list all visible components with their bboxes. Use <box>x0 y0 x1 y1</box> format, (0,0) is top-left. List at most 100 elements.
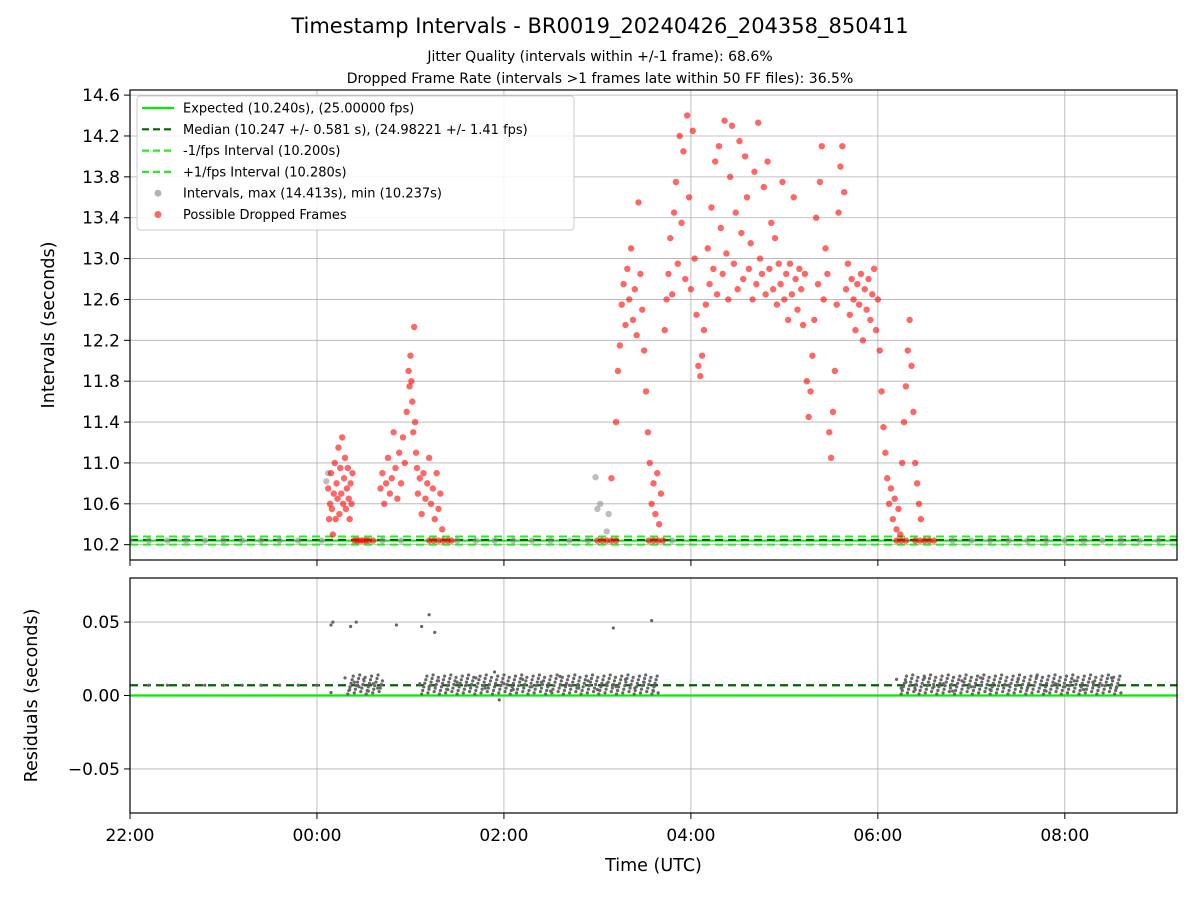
residual-point <box>1072 690 1076 694</box>
residual-point <box>978 687 982 691</box>
residual-point <box>993 674 997 678</box>
y-tick-label: 14.6 <box>82 86 120 106</box>
dropped-frame-point <box>910 408 917 416</box>
dropped-frame-point <box>642 388 650 395</box>
dropped-frame-point <box>766 265 773 273</box>
residual-point <box>462 687 466 691</box>
residual-point <box>1022 679 1026 683</box>
residual-point <box>1035 674 1039 679</box>
dropped-frame-point <box>663 296 670 303</box>
residual-point <box>1059 692 1063 696</box>
residual-point <box>1058 675 1062 679</box>
residual-point <box>547 681 551 685</box>
dropped-frame-point <box>818 142 825 150</box>
residual-point <box>980 680 984 684</box>
dropped-frame-point <box>814 280 822 288</box>
dropped-frame-point <box>405 367 412 375</box>
residual-point <box>977 691 981 695</box>
residual-point <box>1000 673 1004 677</box>
dropped-frame-point <box>749 296 756 303</box>
residual-point <box>346 692 350 696</box>
residual-point <box>539 680 543 684</box>
interval-point <box>257 537 265 544</box>
dropped-frame-point <box>715 142 723 150</box>
residual-point <box>904 674 909 678</box>
dropped-frame-point <box>747 240 754 247</box>
residual-point <box>927 676 932 681</box>
dropped-frame-point <box>725 296 732 303</box>
residual-point <box>72 684 75 687</box>
residual-point <box>552 684 556 688</box>
residual-point <box>947 690 951 694</box>
residual-point <box>910 676 914 681</box>
dropped-frame-point <box>820 296 827 303</box>
residual-point <box>444 691 448 695</box>
dropped-frame-point <box>841 188 848 196</box>
residual-point <box>442 674 447 678</box>
residual-point <box>364 692 368 696</box>
residual-point <box>994 691 999 695</box>
residual-point <box>523 682 527 687</box>
residual-point <box>648 679 652 683</box>
dropped-frame-point <box>640 347 648 354</box>
interval-point <box>379 537 386 544</box>
dropped-frame-point <box>401 459 409 467</box>
residual-point <box>979 676 983 680</box>
dropped-frame-point <box>667 234 674 242</box>
dropped-frame-point <box>837 163 844 170</box>
dropped-frame-point <box>831 367 839 375</box>
residual-point <box>446 684 450 688</box>
dropped-frame-point <box>844 260 852 267</box>
residual-point <box>425 674 429 678</box>
interval-point <box>1080 537 1087 544</box>
residual-point <box>366 689 370 693</box>
residual-point <box>545 688 549 693</box>
dropped-frame-point <box>902 383 910 390</box>
residual-point <box>599 685 603 689</box>
dropped-frame-point <box>711 158 719 165</box>
residual-point <box>556 690 560 694</box>
residual-point <box>366 685 370 689</box>
residual-point <box>1024 692 1028 696</box>
chart-subtitle-dropped: Dropped Frame Rate (intervals >1 frames … <box>346 71 854 87</box>
dropped-frame-point <box>902 537 910 544</box>
residual-point <box>514 691 519 695</box>
residual-point <box>555 673 559 677</box>
residual-point <box>615 688 620 693</box>
residual-point <box>928 673 933 677</box>
dropped-frame-point <box>816 178 824 186</box>
residual-point <box>360 686 364 690</box>
residual-point <box>1119 691 1123 695</box>
dropped-frame-point <box>409 398 416 405</box>
dropped-frame-point <box>655 521 663 528</box>
residual-point <box>1083 691 1087 695</box>
residual-point <box>329 623 333 627</box>
residual-point <box>997 680 1001 684</box>
dropped-frame-point <box>326 500 334 508</box>
dropped-frame-point <box>760 183 768 191</box>
residual-point <box>438 688 443 693</box>
residual-point <box>460 674 464 678</box>
residual-point <box>349 681 353 685</box>
dropped-frame-point <box>661 326 668 334</box>
plot-area <box>130 112 1177 546</box>
residual-point <box>598 688 602 693</box>
interval-point <box>397 537 405 544</box>
dropped-frame-point <box>738 229 745 237</box>
dropped-frame-point <box>695 362 702 370</box>
residual-point <box>1055 686 1059 690</box>
residual-point <box>486 686 490 690</box>
dropped-frame-point <box>734 286 741 293</box>
residual-point <box>467 690 472 694</box>
dropped-frame-point <box>629 316 637 324</box>
dropped-frame-point <box>614 367 622 375</box>
residual-point <box>423 681 427 685</box>
residual-point <box>448 676 452 681</box>
residual-point <box>946 673 950 677</box>
interval-point <box>491 537 498 544</box>
dropped-frame-point <box>906 316 913 324</box>
residual-point <box>619 678 623 682</box>
residual-point <box>1050 684 1054 688</box>
dropped-frame-point <box>333 480 340 487</box>
dropped-frame-point <box>676 132 683 140</box>
